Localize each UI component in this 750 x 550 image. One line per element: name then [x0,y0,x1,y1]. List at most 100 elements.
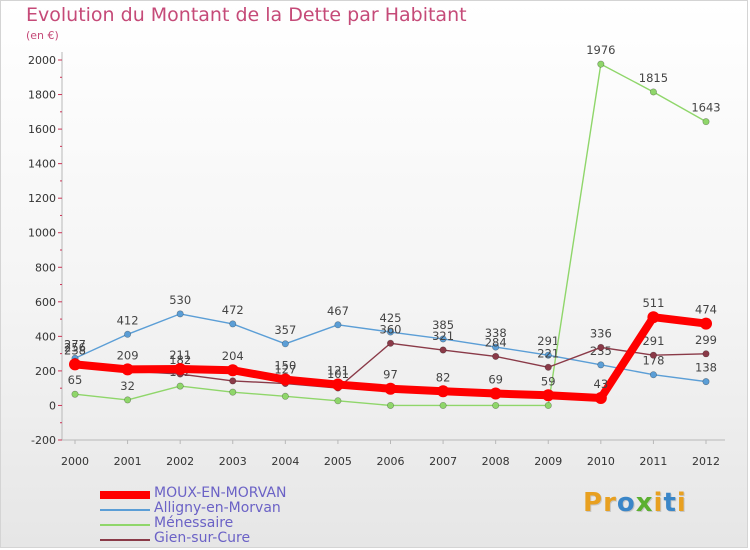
data-label: 338 [485,326,507,340]
x-tick-label: 2002 [166,455,194,468]
data-point [384,382,397,395]
data-label: 182 [169,353,191,367]
data-point [492,343,500,351]
x-tick-label: 2001 [114,455,142,468]
x-tick-label: 2012 [692,455,720,468]
data-label: 235 [590,344,612,358]
data-point [597,60,605,68]
data-point [702,118,710,126]
data-point [174,363,187,376]
data-point [702,378,710,386]
data-label: 82 [436,370,451,384]
data-label: 291 [642,334,664,348]
y-tick-label: 1600 [28,123,56,136]
data-point [279,373,292,386]
data-label: 425 [380,311,402,325]
legend-label: Gien-sur-Cure [154,530,251,546]
data-point [121,363,134,376]
data-label: 357 [274,323,296,337]
data-point [647,311,660,324]
legend-swatch [100,509,150,511]
data-label: 1976 [586,43,615,57]
x-tick-label: 2009 [534,455,562,468]
data-point [649,351,657,359]
data-point [649,371,657,379]
data-point [281,340,289,348]
y-tick-label: -200 [31,434,56,447]
data-point [124,396,132,404]
logo-letter: i [676,488,687,518]
x-tick-label: 2011 [639,455,667,468]
data-point [597,361,605,369]
data-point [492,401,500,409]
data-point [702,350,710,358]
data-label: 321 [432,329,454,343]
y-tick-label: 200 [35,365,56,378]
data-label: 101 [327,367,349,381]
data-point [386,328,394,336]
x-tick-label: 2003 [219,455,247,468]
chart-title: Evolution du Montant de la Dette par Hab… [26,4,467,26]
data-label: 277 [64,337,86,351]
data-point [386,339,394,347]
data-label: 256 [64,340,86,354]
data-point [334,397,342,405]
data-label: 138 [695,361,717,375]
data-point [229,320,237,328]
proxiti-logo: Proxiti [583,488,687,518]
line-chart: -200 0 200 400 600 800 1000 1200 1400 1600 1800 200… [28,43,725,468]
data-label: 65 [68,373,83,387]
data-label: 530 [169,293,191,307]
data-point [594,392,607,405]
chart-subtitle: (en €) [26,29,59,42]
logo-letter: o [616,488,636,518]
data-point [229,377,237,385]
legend-label: Ménessaire [154,515,234,531]
x-tick-label: 2000 [61,455,89,468]
data-label: 43 [594,377,609,391]
data-label: 32 [120,379,135,393]
y-tick-label: 1000 [28,227,56,240]
data-point [597,343,605,351]
data-label: 291 [537,334,559,348]
legend-label: Alligny-en-Morvan [154,500,281,516]
logo-letter: x [635,488,654,518]
data-label: 221 [537,346,559,360]
y-tick-label: 1800 [28,89,56,102]
data-point [229,388,237,396]
data-label: 59 [541,374,556,388]
data-label: 472 [222,303,244,317]
data-point [492,352,500,360]
data-point [334,321,342,329]
y-tick-label: 800 [35,261,56,274]
logo-letter: r [603,488,617,518]
x-tick-label: 2006 [377,455,405,468]
data-label: 336 [590,326,612,340]
x-tick-label: 2010 [587,455,615,468]
data-label: 467 [327,304,349,318]
data-point [69,358,81,371]
y-tick-label: 400 [35,330,56,343]
data-point [281,392,289,400]
data-label: 121 [327,364,349,378]
data-label: 238 [64,343,86,357]
data-point [226,364,239,377]
data-label: 150 [274,359,296,373]
data-label: 69 [488,373,503,387]
data-label: 299 [695,333,717,347]
data-label: 1815 [639,71,668,85]
y-tick-label: 1200 [28,192,56,205]
data-point [544,363,552,371]
data-label: 385 [432,318,454,332]
data-point [700,317,712,330]
data-point [437,385,450,398]
data-point [439,335,447,343]
data-label: 1643 [691,101,720,115]
x-tick-label: 2007 [429,455,457,468]
data-label: 511 [642,296,664,310]
y-tick-label: 0 [49,399,56,412]
legend-swatch [100,524,150,526]
data-label: 178 [642,354,664,368]
data-point [439,401,447,409]
